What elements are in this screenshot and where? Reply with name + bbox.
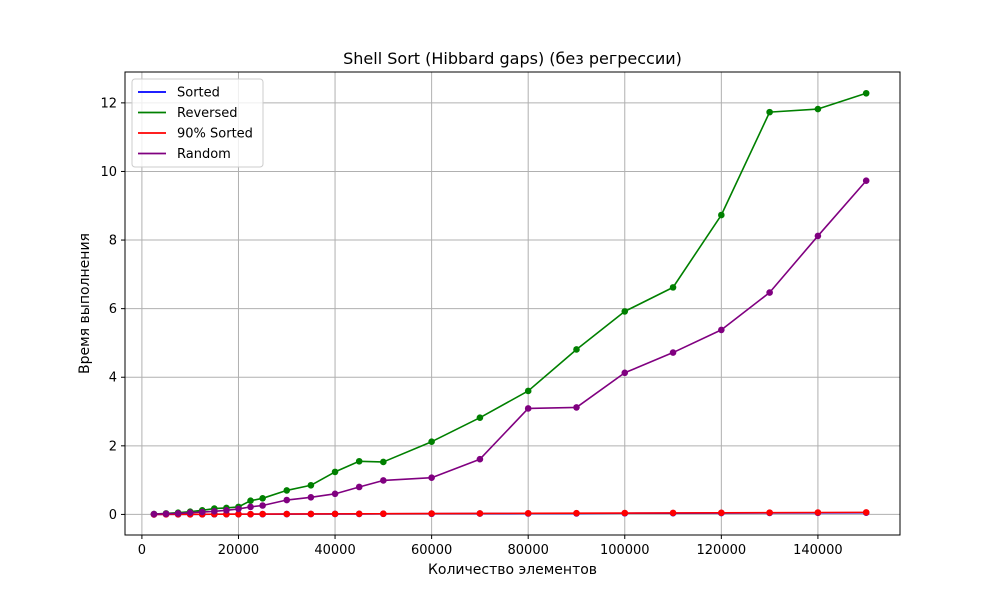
grid <box>125 72 900 535</box>
data-point <box>718 211 725 219</box>
data-point <box>283 496 291 504</box>
data-point <box>283 487 291 494</box>
data-point <box>186 509 194 517</box>
x-axis-label: Количество элементов <box>428 562 597 578</box>
legend: Sorted Reversed 90% Sorted Random <box>131 78 264 168</box>
series-layer <box>150 89 870 518</box>
x-axis-ticks: 0 20000 40000 60000 80000 100000 120000 140000 <box>138 535 843 558</box>
legend-label: Random <box>177 147 231 162</box>
data-point <box>669 349 677 356</box>
legend-items: Sorted Reversed 90% Sorted Random <box>138 86 253 162</box>
data-point <box>862 509 870 516</box>
legend-box <box>131 78 264 168</box>
data-point <box>174 510 182 517</box>
x-tick-label: 20000 <box>218 543 259 558</box>
data-point <box>814 232 822 240</box>
y-tick-label: 6 <box>109 302 117 317</box>
y-tick-label: 2 <box>109 439 117 454</box>
data-point <box>259 502 266 509</box>
data-point <box>235 505 242 513</box>
y-tick-label: 12 <box>100 96 117 111</box>
data-point <box>766 108 773 116</box>
data-point <box>198 508 206 516</box>
data-point <box>669 284 677 291</box>
x-tick-label: 120000 <box>697 543 747 558</box>
y-tick-label: 10 <box>100 165 117 180</box>
data-point <box>259 510 266 518</box>
x-tick-label: 100000 <box>600 543 650 558</box>
data-point <box>247 510 254 518</box>
data-point <box>476 414 484 422</box>
legend-item: Reversed <box>138 106 238 121</box>
x-tick-label: 0 <box>138 543 146 558</box>
data-point <box>814 509 822 516</box>
data-point <box>476 510 484 517</box>
data-point <box>307 481 315 489</box>
legend-label: 90% Sorted <box>177 127 253 142</box>
data-point <box>162 510 170 518</box>
data-point <box>307 493 315 501</box>
data-point <box>331 490 339 498</box>
data-point <box>428 510 435 517</box>
series-2 <box>150 509 870 518</box>
data-point <box>766 509 773 516</box>
data-point <box>621 308 629 315</box>
legend-item: Random <box>138 147 231 162</box>
legend-item: 90% Sorted <box>138 127 253 142</box>
data-point <box>718 326 725 334</box>
data-point <box>247 497 254 505</box>
plot-frame <box>124 71 901 536</box>
legend-label: Sorted <box>177 86 220 101</box>
data-point <box>307 510 315 518</box>
data-point <box>331 510 339 518</box>
y-tick-label: 4 <box>109 371 117 386</box>
data-point <box>814 105 822 113</box>
series-line <box>153 180 867 515</box>
chart-title: Shell Sort (Hibbard gaps) (без регрессии… <box>343 49 682 68</box>
data-point <box>211 508 218 515</box>
x-tick-label: 40000 <box>314 543 355 558</box>
data-point <box>766 289 773 296</box>
x-tick-label: 140000 <box>793 543 843 558</box>
x-tick-label: 60000 <box>411 543 452 558</box>
data-point <box>355 510 363 518</box>
data-point <box>428 474 435 482</box>
data-point <box>524 405 532 412</box>
y-axis-ticks: 0 2 4 6 8 10 12 <box>100 96 125 523</box>
data-point <box>150 510 158 518</box>
data-point <box>718 509 725 517</box>
data-point <box>862 89 870 97</box>
data-point <box>380 458 387 466</box>
x-tick-label: 80000 <box>508 543 549 558</box>
data-point <box>283 510 291 518</box>
data-point <box>259 495 266 502</box>
data-point <box>524 387 532 395</box>
data-point <box>247 503 254 511</box>
data-point <box>573 509 580 517</box>
data-point <box>573 346 580 353</box>
y-tick-label: 8 <box>109 234 117 249</box>
data-point <box>621 369 629 377</box>
data-point <box>380 510 387 518</box>
data-point <box>669 509 677 517</box>
y-tick-label: 0 <box>109 508 117 523</box>
data-point <box>355 457 363 465</box>
data-point <box>621 509 629 517</box>
data-point <box>331 468 339 476</box>
data-point <box>428 438 435 446</box>
data-point <box>380 477 387 484</box>
data-point <box>355 483 363 491</box>
series-3 <box>150 177 870 518</box>
data-point <box>573 404 580 411</box>
data-point <box>524 510 532 517</box>
data-point <box>862 177 870 185</box>
y-axis-label: Время выполнения <box>77 233 93 374</box>
legend-label: Reversed <box>177 106 238 121</box>
data-point <box>235 510 242 518</box>
data-point <box>223 507 230 514</box>
data-point <box>476 455 484 463</box>
legend-item: Sorted <box>138 86 220 101</box>
